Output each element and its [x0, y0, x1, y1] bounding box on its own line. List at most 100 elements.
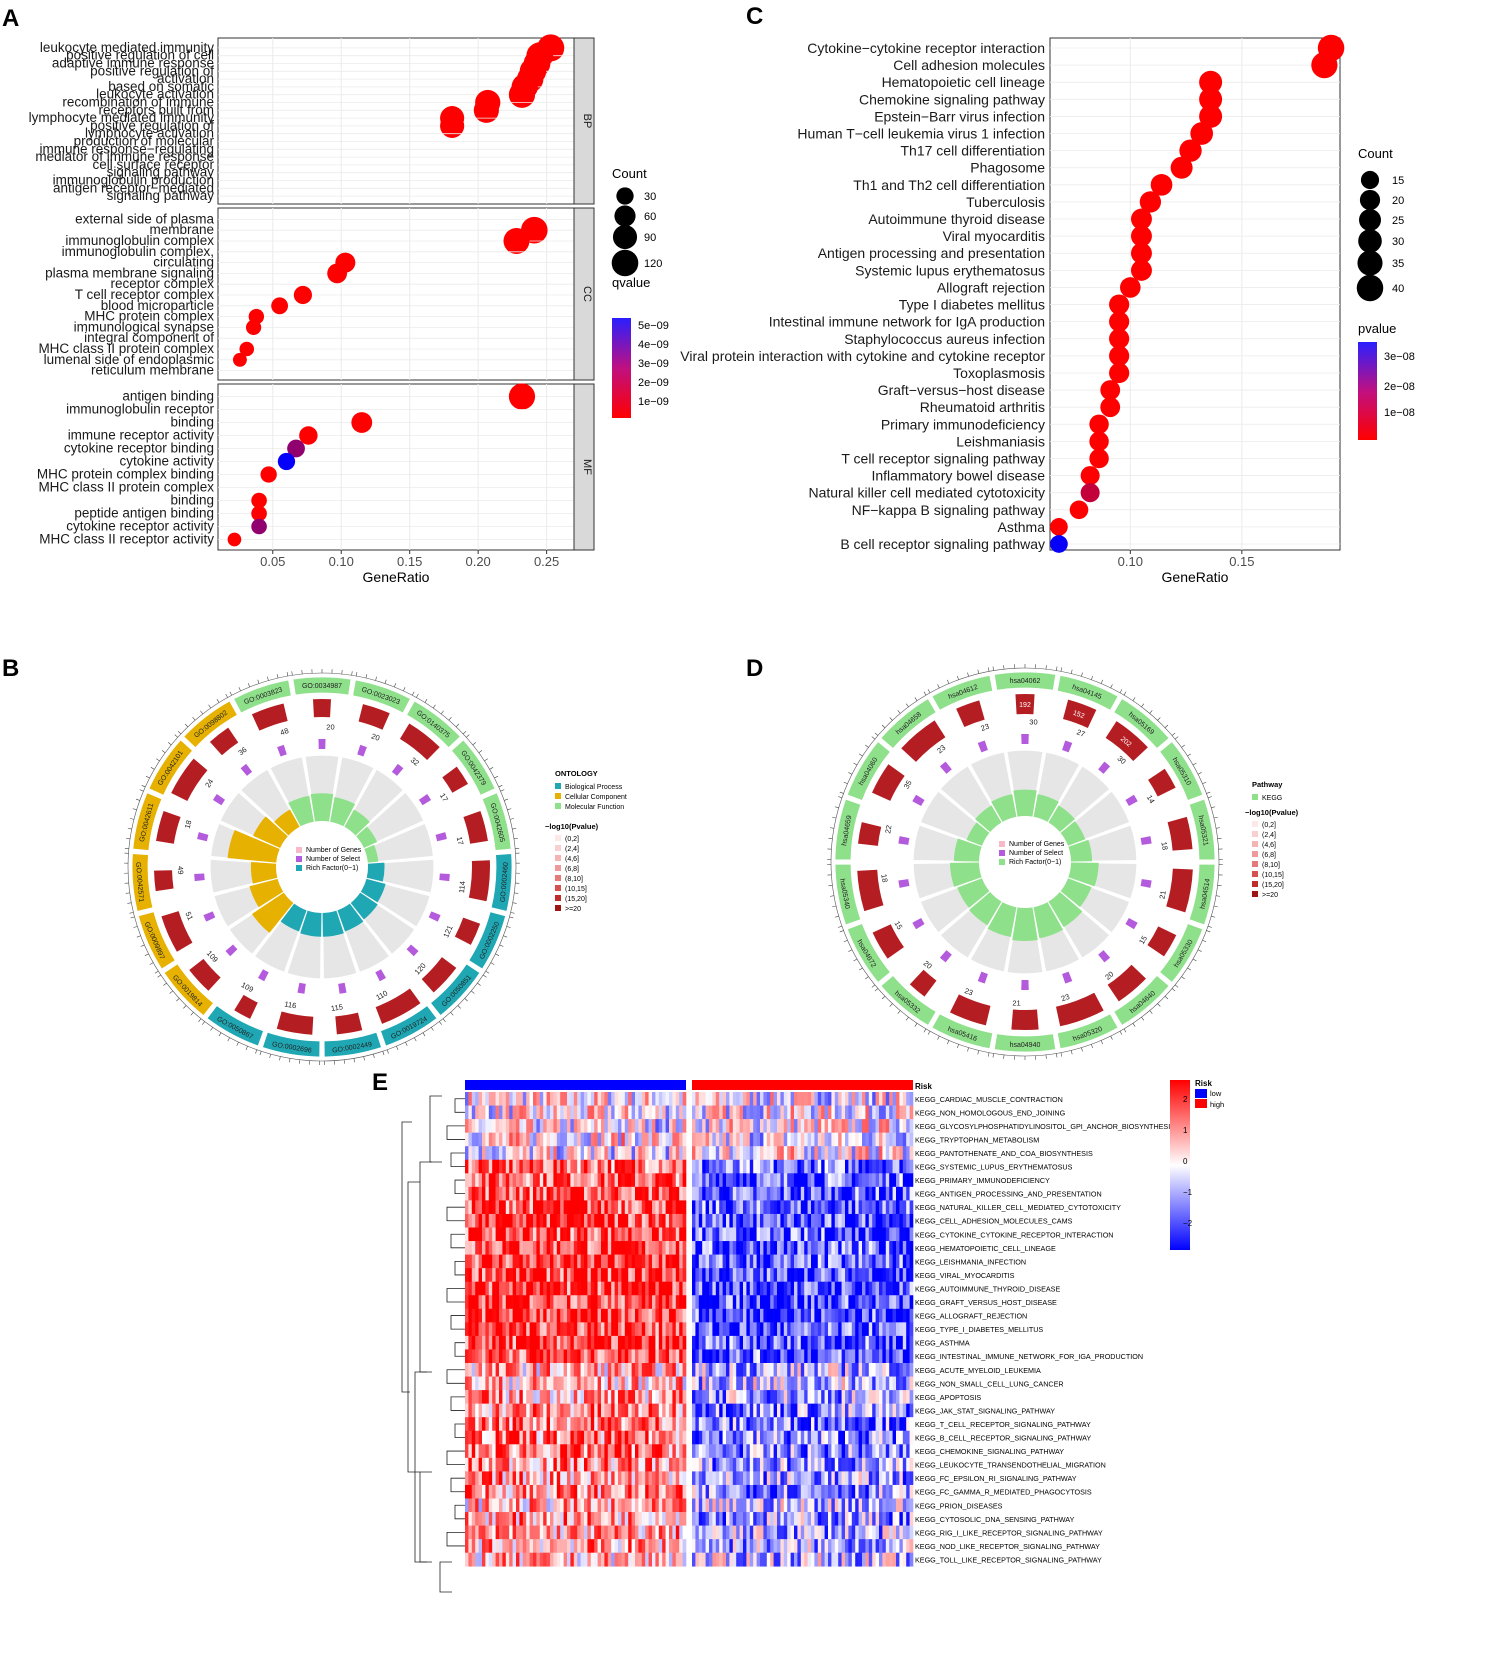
- heatmap-cell: [465, 1390, 469, 1404]
- heatmap-cell: [577, 1106, 581, 1120]
- heatmap-cell: [770, 1173, 774, 1187]
- heatmap-cell: [848, 1444, 852, 1458]
- heatmap-cell: [669, 1322, 673, 1336]
- heatmap-cell: [818, 1390, 822, 1404]
- heatmap-cell: [543, 1146, 547, 1160]
- heatmap-cell: [577, 1146, 581, 1160]
- heatmap-cell: [662, 1106, 666, 1120]
- heatmap-cell: [780, 1106, 784, 1120]
- heatmap-cell: [862, 1119, 866, 1133]
- heatmap-cell: [492, 1431, 496, 1445]
- heatmap-cell: [855, 1336, 859, 1350]
- heatmap-cell: [794, 1295, 798, 1309]
- heatmap-cell: [540, 1431, 544, 1445]
- heatmap-cell: [848, 1485, 852, 1499]
- tick-mark: [255, 1050, 256, 1054]
- tick-mark: [947, 680, 949, 684]
- heatmap-cell: [797, 1106, 801, 1120]
- heatmap-cell: [645, 1106, 649, 1120]
- heatmap-cell: [679, 1499, 683, 1513]
- heatmap-cell: [676, 1431, 680, 1445]
- heatmap-cell: [523, 1322, 527, 1336]
- heatmap-cell: [723, 1187, 727, 1201]
- heatmap-cell: [540, 1499, 544, 1513]
- heatmap-cell: [808, 1390, 812, 1404]
- heatmap-cell: [712, 1404, 716, 1418]
- heatmap-cell: [604, 1119, 608, 1133]
- heatmap-cell: [496, 1390, 500, 1404]
- heatmap-cell: [774, 1336, 778, 1350]
- heatmap-cell: [574, 1458, 578, 1472]
- heatmap-cell: [695, 1336, 699, 1350]
- heatmap-cell: [733, 1458, 737, 1472]
- heatmap-cell: [611, 1417, 615, 1431]
- heatmap-cell: [876, 1499, 880, 1513]
- heatmap-cell: [577, 1241, 581, 1255]
- heatmap-cell: [855, 1417, 859, 1431]
- heatmap-cell: [699, 1458, 703, 1472]
- heatmap-cell: [869, 1228, 873, 1242]
- heatmap-cell: [672, 1133, 676, 1147]
- heatmap-cell: [642, 1228, 646, 1242]
- heatmap-cell: [777, 1187, 781, 1201]
- heatmap-cell: [733, 1282, 737, 1296]
- tick-mark: [898, 710, 901, 713]
- heatmap-cell: [699, 1377, 703, 1391]
- heatmap-cell: [865, 1241, 869, 1255]
- heatmap-cell: [676, 1200, 680, 1214]
- heatmap-cell: [659, 1404, 663, 1418]
- heatmap-cell: [502, 1499, 506, 1513]
- heatmap-cell: [706, 1295, 710, 1309]
- heatmap-cell: [598, 1295, 602, 1309]
- heatmap-cell: [679, 1322, 683, 1336]
- heatmap-cell: [598, 1336, 602, 1350]
- heatmap-cell: [516, 1444, 520, 1458]
- heatmap-cell: [842, 1431, 846, 1445]
- heatmap-cell: [513, 1228, 517, 1242]
- tick-mark: [1061, 1053, 1062, 1057]
- heatmap-cell: [723, 1268, 727, 1282]
- heatmap-cell: [692, 1431, 696, 1445]
- heatmap-cell: [889, 1106, 893, 1120]
- heatmap-cell: [594, 1160, 598, 1174]
- heatmap-row-label: KEGG_TRYPTOPHAN_METABOLISM: [915, 1135, 1039, 1144]
- heatmap-cell: [729, 1106, 733, 1120]
- tick-mark: [477, 983, 480, 985]
- legend-swatch: [555, 803, 561, 809]
- heatmap-cell: [787, 1295, 791, 1309]
- heatmap-cell: [903, 1322, 907, 1336]
- heatmap-cell: [513, 1390, 517, 1404]
- heatmap-cell: [862, 1444, 866, 1458]
- heatmap-cell: [485, 1200, 489, 1214]
- heatmap-cell: [787, 1214, 791, 1228]
- heatmap-cell: [879, 1092, 883, 1106]
- heatmap-cell: [835, 1241, 839, 1255]
- heatmap-cell: [838, 1160, 842, 1174]
- heatmap-cell: [506, 1214, 510, 1228]
- heatmap-cell: [499, 1241, 503, 1255]
- heatmap-cell: [550, 1106, 554, 1120]
- heatmap-cell: [550, 1241, 554, 1255]
- heatmap-cell: [662, 1282, 666, 1296]
- heatmap-cell: [784, 1295, 788, 1309]
- heatmap-cell: [621, 1499, 625, 1513]
- heatmap-cell: [472, 1200, 476, 1214]
- heatmap-cell: [797, 1160, 801, 1174]
- heatmap-cell: [492, 1092, 496, 1106]
- heatmap-cell: [638, 1160, 642, 1174]
- heatmap-cell: [625, 1363, 629, 1377]
- heatmap-cell: [594, 1119, 598, 1133]
- heatmap-cell: [489, 1349, 493, 1363]
- heatmap-cell: [516, 1282, 520, 1296]
- heatmap-cell: [611, 1471, 615, 1485]
- heatmap-cell: [903, 1431, 907, 1445]
- heatmap-cell: [618, 1322, 622, 1336]
- heatmap-cell: [865, 1214, 869, 1228]
- heatmap-cell: [485, 1160, 489, 1174]
- heatmap-cell: [709, 1404, 713, 1418]
- heatmap-cell: [872, 1417, 876, 1431]
- heatmap-cell: [852, 1377, 856, 1391]
- heatmap-cell: [489, 1444, 493, 1458]
- heatmap-cell: [899, 1214, 903, 1228]
- select-count-label: 22: [883, 824, 893, 834]
